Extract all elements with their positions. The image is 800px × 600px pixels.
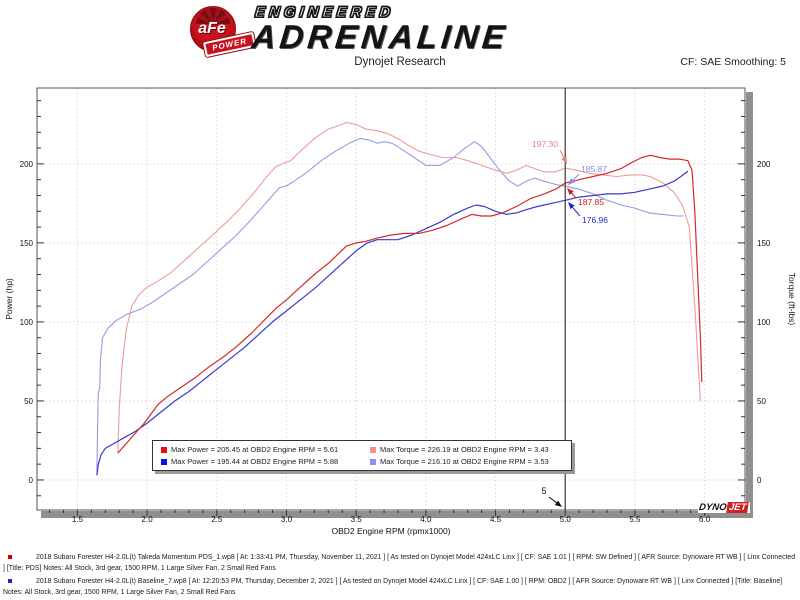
curve-baseline-power [96, 170, 689, 476]
legend-label: Max Torque = 226.19 at OBD2 Engine RPM =… [380, 445, 549, 454]
run-info-footer: 2018 Subaru Forester H4-2.0L(t) Takeda M… [3, 552, 797, 600]
svg-text:0: 0 [29, 476, 34, 485]
blue-swatch-icon [161, 458, 167, 465]
chart-legend: Max Power = 205.45 at OBD2 Engine RPM = … [152, 440, 572, 471]
afe-aperture-icon [196, 8, 230, 24]
run-info-baseline: 2018 Subaru Forester H4-2.0L(t) Baseline… [3, 576, 797, 598]
red-bullet-icon [8, 555, 12, 559]
svg-text:150: 150 [20, 239, 34, 248]
curve-baseline-torque [96, 137, 684, 476]
afe-emblem-icon: aFe POWER [188, 4, 257, 58]
chart-shadow-bottom [41, 511, 753, 518]
run-info-takeda: 2018 Subaru Forester H4-2.0L(t) Takeda M… [3, 552, 797, 574]
legend-row: Max Power = 195.44 at OBD2 Engine RPM = … [153, 457, 571, 466]
svg-text:2.5: 2.5 [211, 515, 223, 524]
dynojet-logo-jet: JET [726, 502, 750, 513]
svg-text:0: 0 [757, 476, 762, 485]
plot-area [37, 88, 745, 510]
blue-bullet-icon [8, 579, 12, 583]
svg-text:2.0: 2.0 [142, 515, 154, 524]
legend-max-power-takeda: Max Power = 205.45 at OBD2 Engine RPM = … [153, 445, 362, 454]
cursor-value-label: 5 [541, 486, 546, 496]
svg-text:4.5: 4.5 [490, 515, 502, 524]
svg-text:3.5: 3.5 [351, 515, 363, 524]
svg-text:5.0: 5.0 [560, 515, 572, 524]
pink-swatch-icon [370, 446, 376, 453]
cursor-annotation: 176.96 [582, 215, 608, 225]
dynojet-logo: DYNO JET [698, 502, 750, 513]
legend-max-power-baseline: Max Power = 195.44 at OBD2 Engine RPM = … [153, 457, 362, 466]
svg-text:5.5: 5.5 [629, 515, 641, 524]
rpm-axis-label: OBD2 Engine RPM (rpmx1000) [331, 526, 450, 536]
legend-label: Max Power = 205.45 at OBD2 Engine RPM = … [171, 445, 339, 454]
cursor-annotation: 187.85 [578, 197, 604, 207]
svg-text:100: 100 [757, 318, 771, 327]
smoothing-setting: CF: SAE Smoothing: 5 [680, 56, 786, 68]
legend-label: Max Torque = 216.10 at OBD2 Engine RPM =… [380, 457, 549, 466]
afe-circle-label: aFe [198, 20, 226, 37]
run-info-text: 2018 Subaru Forester H4-2.0L(t) Baseline… [3, 578, 783, 596]
violet-swatch-icon [370, 458, 376, 465]
svg-text:3.0: 3.0 [281, 515, 293, 524]
svg-text:1.5: 1.5 [72, 515, 84, 524]
legend-max-torque-takeda: Max Torque = 226.19 at OBD2 Engine RPM =… [362, 445, 571, 454]
curve-takeda-power [117, 154, 703, 454]
legend-row: Max Power = 205.45 at OBD2 Engine RPM = … [153, 445, 571, 454]
plot-frame [36, 87, 746, 511]
report-title: Dynojet Research [354, 56, 446, 68]
svg-text:4.0: 4.0 [420, 515, 432, 524]
afe-brand-logo: aFe POWER ENGINEERED ADRENALINE [188, 3, 510, 58]
svg-text:200: 200 [20, 160, 34, 169]
cursor-annotation: 185.87 [581, 164, 607, 174]
power-axis-label: Power (hp) [4, 278, 14, 320]
run-info-text: 2018 Subaru Forester H4-2.0L(t) Takeda M… [3, 554, 796, 572]
cursor-annotation: 197.30 [532, 139, 558, 149]
red-swatch-icon [161, 446, 167, 453]
dynojet-logo-dyno: DYNO [698, 502, 728, 513]
torque-axis-label: Torque (ft-lbs) [787, 273, 797, 326]
legend-max-torque-baseline: Max Torque = 216.10 at OBD2 Engine RPM =… [362, 457, 571, 466]
chart-shadow-right [746, 92, 753, 518]
svg-text:150: 150 [757, 239, 771, 248]
svg-text:100: 100 [20, 318, 34, 327]
legend-label: Max Power = 195.44 at OBD2 Engine RPM = … [171, 457, 339, 466]
svg-text:200: 200 [757, 160, 771, 169]
curve-takeda-torque [117, 121, 701, 454]
svg-text:50: 50 [24, 397, 33, 406]
svg-text:50: 50 [757, 397, 766, 406]
svg-text:6.0: 6.0 [699, 515, 711, 524]
